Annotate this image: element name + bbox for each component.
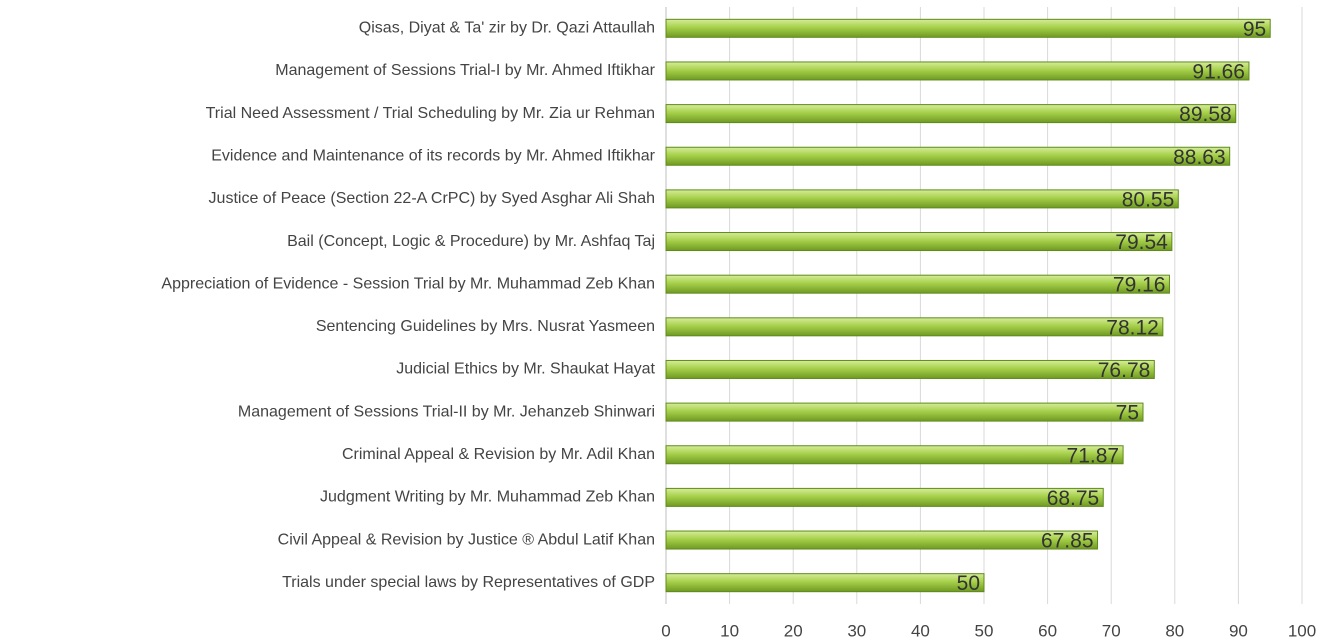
bar [665,146,1231,166]
x-tick-label: 70 [1102,621,1121,640]
bar [665,573,985,593]
y-tick-label: Judgment Writing by Mr. Muhammad Zeb Kha… [320,489,655,506]
data-label: 79.54 [1115,231,1168,254]
data-label: 78.12 [1106,316,1159,339]
bar [665,189,1179,209]
x-tick-label: 10 [720,621,739,640]
y-tick-label: Civil Appeal & Revision by Justice ® Abd… [278,531,655,548]
bar [665,317,1164,337]
y-tick-label: Criminal Appeal & Revision by Mr. Adil K… [342,446,655,463]
data-label: 50 [957,572,980,595]
x-tick-label: 20 [784,621,803,640]
x-tick-label: 60 [1038,621,1057,640]
bar [665,402,1144,422]
x-tick-label: 40 [911,621,930,640]
y-tick-label: Bail (Concept, Logic & Procedure) by Mr.… [287,233,655,250]
bar [665,104,1237,124]
bar [665,487,1104,507]
x-tick-label: 80 [1165,621,1184,640]
data-label: 79.16 [1113,274,1166,297]
y-tick-label: Qisas, Diyat & Ta' zir by Dr. Qazi Attau… [359,20,655,37]
x-tick-label: 50 [975,621,994,640]
bar [665,445,1124,465]
data-label: 80.55 [1122,188,1175,211]
data-label: 95 [1243,18,1266,41]
bar [665,61,1250,81]
y-tick-label: Management of Sessions Trial-II by Mr. J… [238,403,655,420]
y-tick-label: Appreciation of Evidence - Session Trial… [161,275,655,292]
bar [665,530,1099,550]
bar [665,18,1271,38]
data-label: 68.75 [1047,487,1100,510]
data-label: 89.58 [1179,103,1232,126]
x-tick-label: 100 [1288,621,1316,640]
bar [665,232,1173,252]
data-label: 71.87 [1067,444,1120,467]
data-label: 91.66 [1192,61,1245,84]
data-label: 67.85 [1041,530,1094,553]
y-tick-label: Trials under special laws by Representat… [282,574,655,591]
data-label: 76.78 [1098,359,1151,382]
x-tick-label: 90 [1229,621,1248,640]
y-tick-label: Justice of Peace (Section 22-A CrPC) by … [209,190,655,207]
y-tick-label: Trial Need Assessment / Trial Scheduling… [206,105,655,122]
bar [665,274,1170,294]
data-label: 75 [1116,402,1139,425]
data-label: 88.63 [1173,146,1226,169]
x-tick-label: 30 [847,621,866,640]
y-tick-label: Management of Sessions Trial-I by Mr. Ah… [275,62,655,79]
y-tick-label: Sentencing Guidelines by Mrs. Nusrat Yas… [316,318,655,335]
y-tick-label: Evidence and Maintenance of its records … [211,147,655,164]
x-tick-label: 0 [661,621,670,640]
y-tick-label: Judicial Ethics by Mr. Shaukat Hayat [396,361,655,378]
bar [665,359,1155,379]
